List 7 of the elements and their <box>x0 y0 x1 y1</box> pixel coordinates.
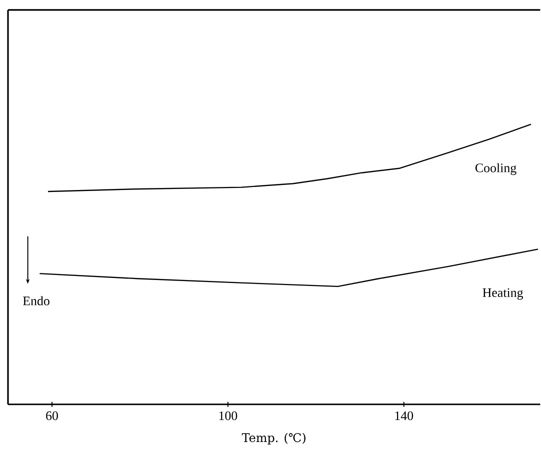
text: Heating <box>482 288 524 300</box>
annotation: Endo <box>22 296 50 306</box>
x-tick-label: 60 <box>46 411 58 420</box>
series-label: Cooling <box>475 163 516 175</box>
x-axis-title: Temp. (℃) <box>242 432 306 444</box>
x-tick-label: 100 <box>219 411 238 420</box>
x-tick-label: 140 <box>395 411 414 420</box>
